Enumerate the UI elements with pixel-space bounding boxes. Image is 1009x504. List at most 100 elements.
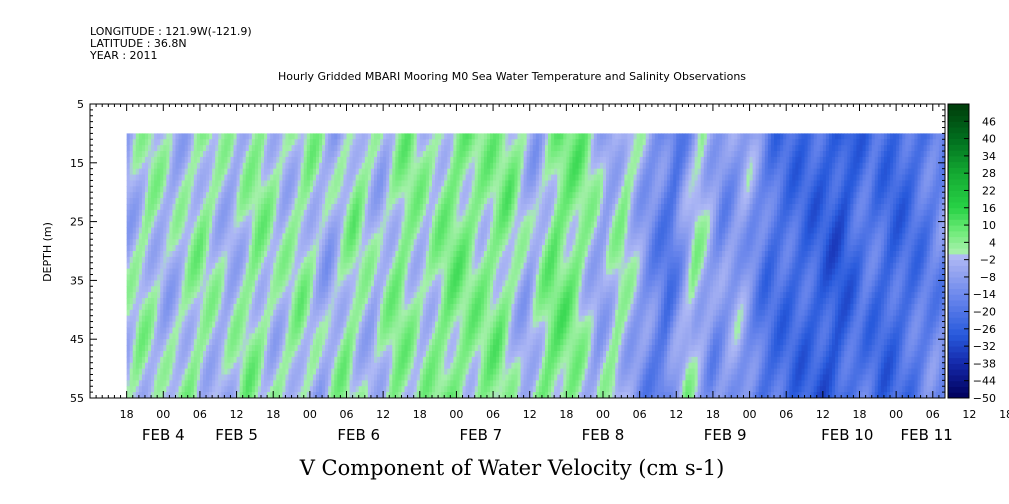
heatmap-cell [209, 245, 213, 252]
heatmap-cell [166, 215, 170, 223]
heatmap-cell [410, 174, 415, 182]
heatmap-cell [251, 315, 256, 323]
heatmap-cell [270, 350, 274, 358]
heatmap-cell [297, 198, 302, 205]
heatmap-cell [435, 362, 439, 370]
heatmap-cell [141, 374, 146, 381]
heatmap-cell [441, 333, 445, 340]
heatmap-cell [319, 198, 323, 205]
heatmap-cell [441, 215, 445, 223]
heatmap-cell [340, 327, 345, 334]
heatmap-cell [419, 327, 424, 334]
heatmap-cell [160, 350, 164, 358]
heatmap-cell [322, 221, 326, 229]
heatmap-cell [285, 245, 290, 252]
heatmap-cell [154, 239, 158, 246]
heatmap-cell [261, 362, 265, 370]
heatmap-cell [187, 239, 192, 246]
heatmap-cell [319, 168, 323, 176]
heatmap-cell [367, 380, 372, 387]
heatmap-cell [459, 298, 464, 305]
heatmap-cell [447, 256, 451, 264]
heatmap-cell [261, 350, 265, 358]
heatmap-cell [322, 374, 326, 381]
heatmap-cell [370, 168, 375, 176]
heatmap-cell [373, 186, 378, 193]
heatmap-cell [325, 162, 329, 170]
heatmap-cell [245, 180, 250, 187]
heatmap-cell [254, 215, 259, 223]
heatmap-cell [218, 262, 222, 270]
heatmap-cell [401, 286, 406, 293]
heatmap-cell [401, 233, 406, 240]
heatmap-cell [132, 356, 137, 364]
heatmap-cell [322, 215, 326, 223]
heatmap-cell [364, 321, 369, 329]
heatmap-cell [312, 233, 317, 240]
heatmap-cell [245, 151, 250, 158]
heatmap-cell [282, 268, 287, 276]
heatmap-cell [282, 298, 287, 305]
heatmap-cell [288, 162, 293, 170]
heatmap-cell [230, 356, 235, 364]
heatmap-cell [126, 221, 131, 229]
heatmap-cell [132, 151, 137, 158]
heatmap-cell [233, 333, 238, 340]
heatmap-cell [389, 268, 393, 276]
heatmap-cell [254, 162, 259, 170]
heatmap-cell [224, 198, 229, 205]
heatmap-cell [456, 374, 461, 381]
heatmap-cell [206, 327, 210, 334]
heatmap-cell [462, 251, 467, 258]
heatmap-cell [166, 280, 170, 287]
heatmap-cell [328, 186, 332, 193]
heatmap-cell [435, 174, 439, 182]
heatmap-cell [196, 298, 201, 305]
heatmap-cell [273, 162, 277, 170]
heatmap-cell [441, 233, 445, 240]
heatmap-cell [334, 345, 338, 352]
heatmap-cell [236, 145, 241, 152]
heatmap-cell [239, 274, 244, 281]
heatmap-cell [209, 303, 213, 311]
heatmap-cell [300, 256, 305, 264]
heatmap-cell [462, 209, 467, 217]
heatmap-cell [361, 251, 366, 258]
heatmap-cell [154, 209, 158, 217]
heatmap-cell [193, 156, 198, 164]
heatmap-cell [346, 356, 351, 364]
heatmap-cell [175, 303, 180, 311]
heatmap-cell [462, 256, 467, 264]
heatmap-cell [419, 280, 424, 287]
heatmap-cell [254, 221, 259, 229]
heatmap-cell [254, 309, 259, 317]
heatmap-cell [355, 333, 360, 340]
heatmap-cell [190, 274, 195, 281]
heatmap-cell [349, 380, 354, 387]
heatmap-cell [227, 327, 232, 334]
heatmap-cell [444, 339, 448, 346]
heatmap-cell [224, 221, 229, 229]
heatmap-cell [184, 215, 189, 223]
heatmap-cell [377, 333, 381, 340]
heatmap-cell [392, 380, 396, 387]
heatmap-cell [407, 168, 412, 176]
heatmap-cell [303, 362, 308, 370]
heatmap-cell [227, 362, 232, 370]
heatmap-cell [331, 162, 335, 170]
heatmap-cell [132, 321, 137, 329]
heatmap-cell [370, 280, 375, 287]
heatmap-cell [325, 151, 329, 158]
heatmap-cell [291, 303, 296, 311]
heatmap-cell [297, 298, 302, 305]
heatmap-cell [239, 245, 244, 252]
heatmap-cell [380, 180, 384, 187]
heatmap-cell [239, 227, 244, 234]
heatmap-cell [398, 339, 403, 346]
heatmap-cell [166, 203, 170, 211]
heatmap-cell [319, 239, 323, 246]
heatmap-cell [355, 274, 360, 281]
heatmap-cell [377, 209, 381, 217]
heatmap-cell [319, 374, 323, 381]
heatmap-cell [303, 303, 308, 311]
